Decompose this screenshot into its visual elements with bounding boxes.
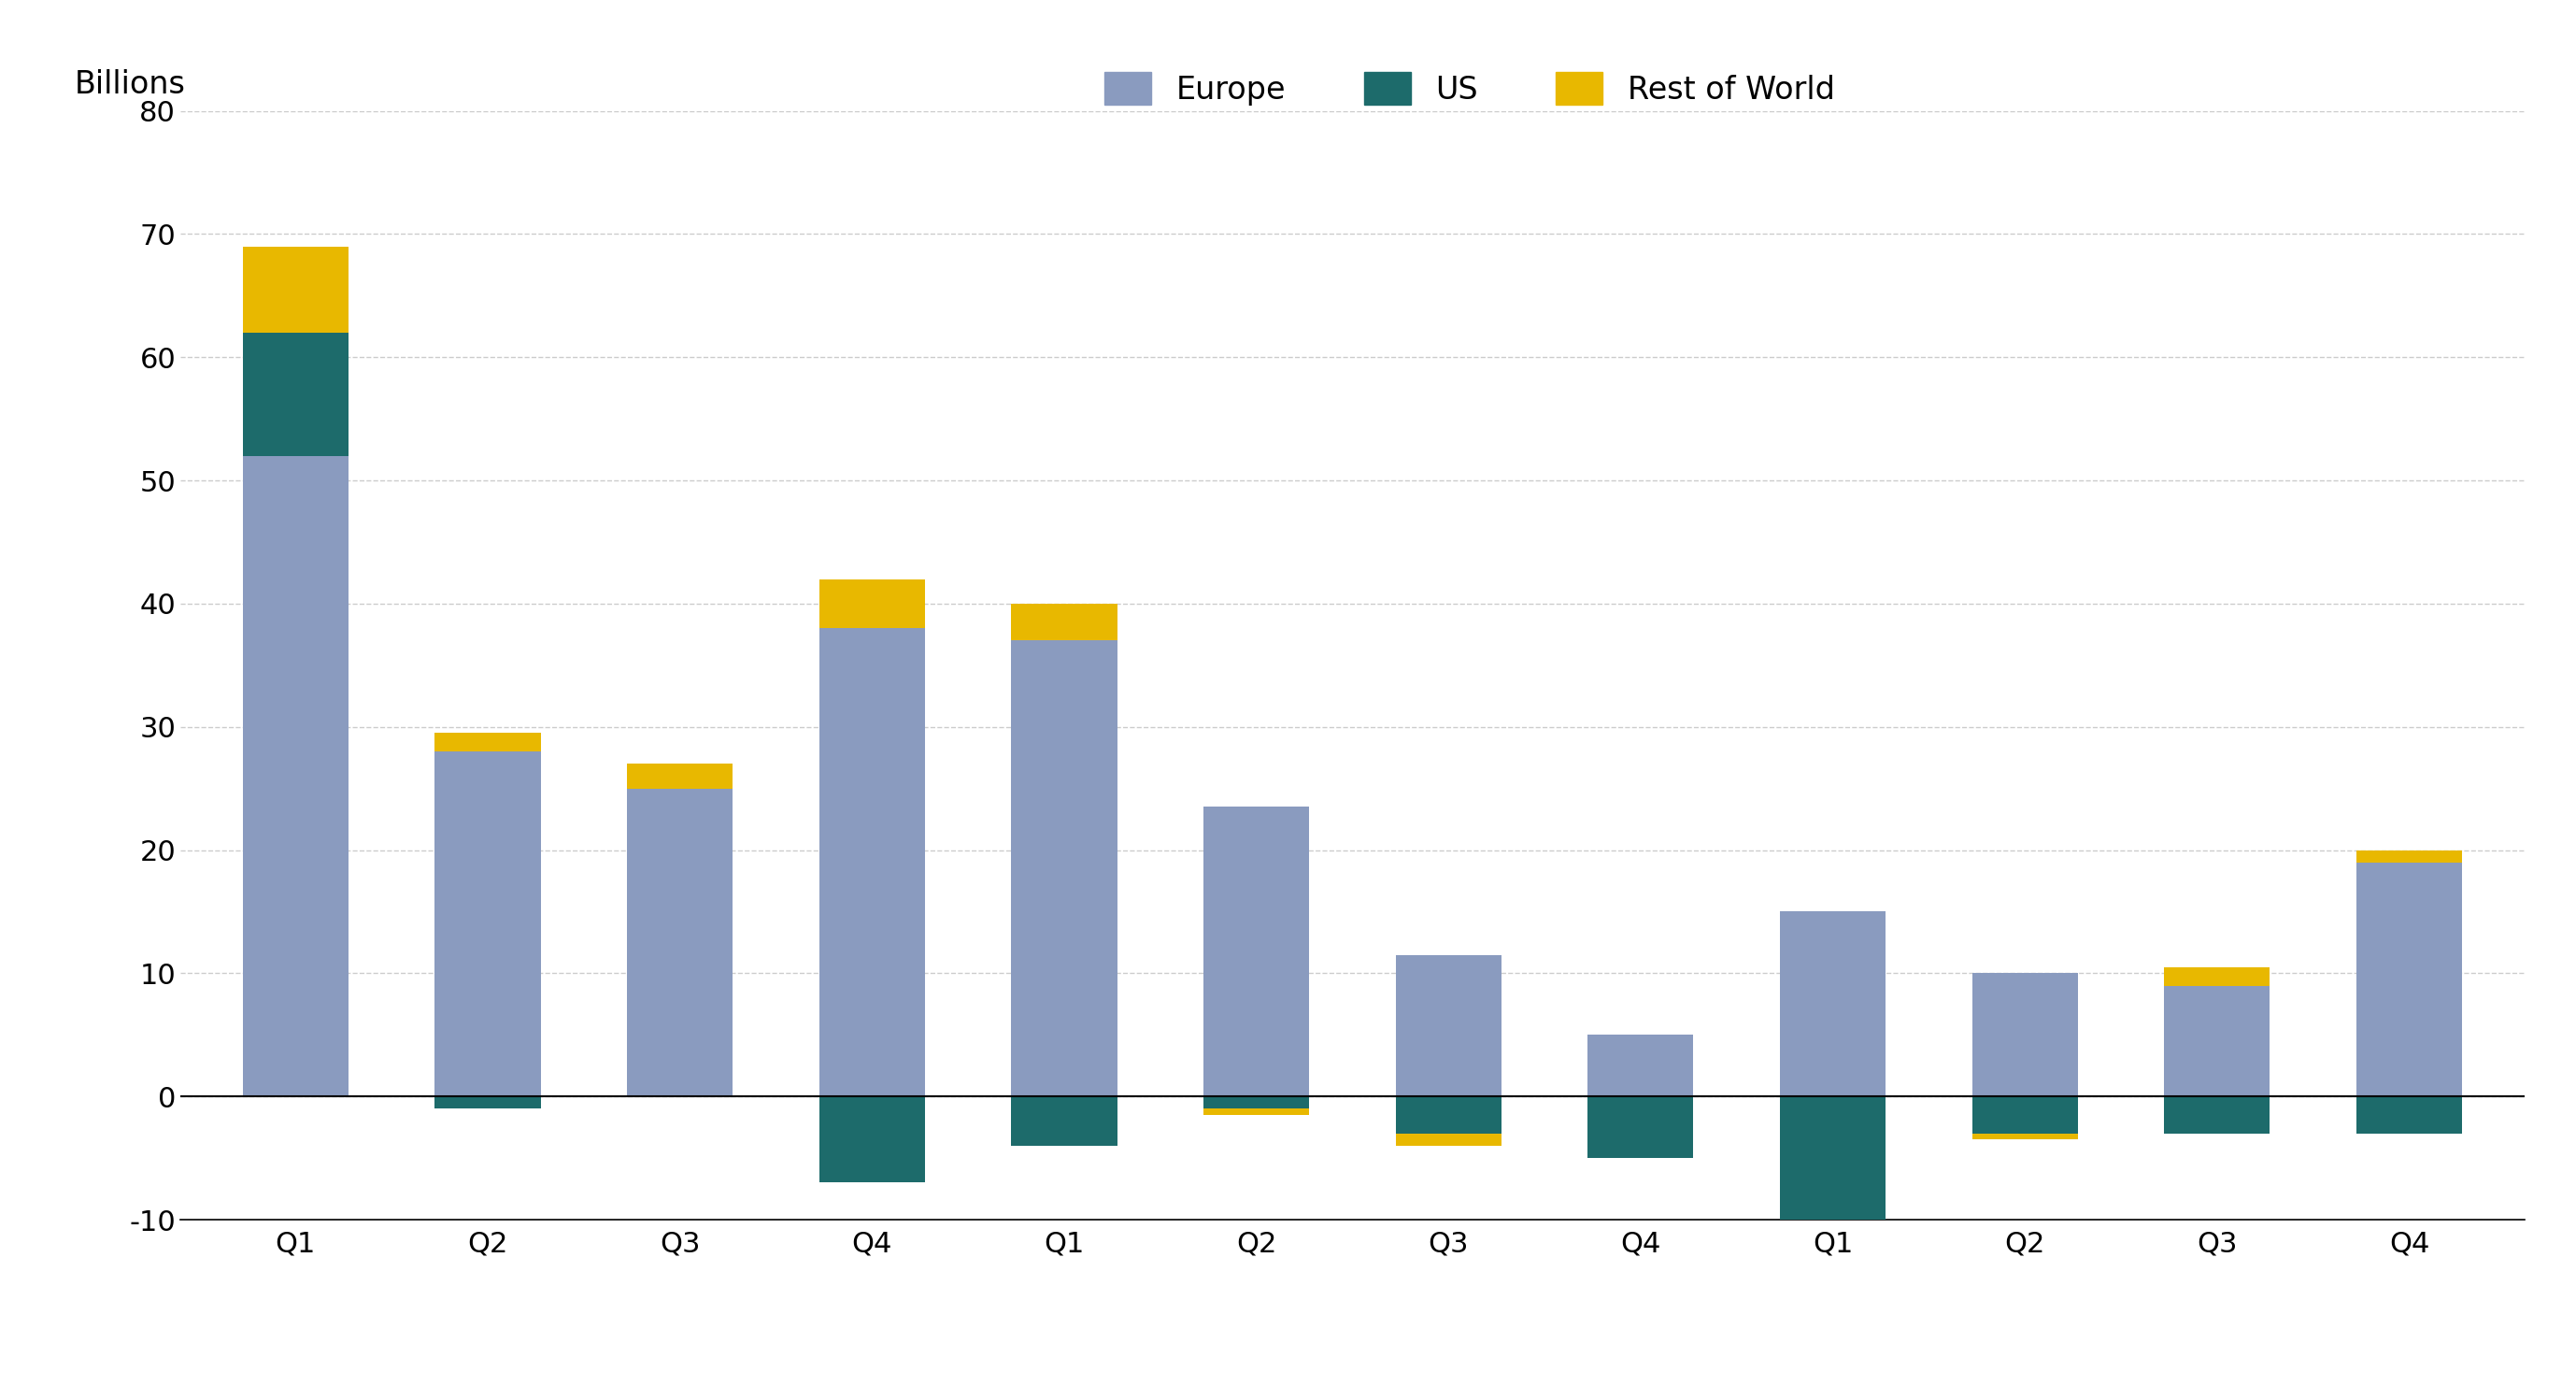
Bar — [819, 1096, 925, 1182]
Bar — [1587, 1035, 1692, 1096]
Text: Billions: Billions — [75, 69, 185, 100]
Bar — [242, 456, 348, 1096]
Bar — [1203, 1096, 1309, 1109]
Bar — [1203, 1109, 1309, 1114]
Bar — [1780, 1220, 1886, 1232]
Bar — [435, 751, 541, 1096]
Bar — [242, 247, 348, 333]
Bar — [2164, 985, 2269, 1096]
Bar — [2357, 1096, 2463, 1134]
Bar — [435, 1096, 541, 1109]
Bar — [435, 733, 541, 751]
Bar — [1203, 807, 1309, 1096]
Bar — [1973, 1134, 2079, 1139]
Bar — [1973, 973, 2079, 1096]
Bar — [626, 789, 732, 1096]
Bar — [1780, 912, 1886, 1096]
Bar — [2164, 1096, 2269, 1134]
Bar — [819, 579, 925, 628]
Bar — [242, 333, 348, 456]
Bar — [1587, 1096, 1692, 1159]
Bar — [1396, 955, 1502, 1096]
Bar — [1012, 604, 1118, 640]
Bar — [2357, 850, 2463, 862]
Bar — [819, 628, 925, 1096]
Bar — [1012, 640, 1118, 1096]
Bar — [626, 764, 732, 789]
Legend: Europe, US, Rest of World: Europe, US, Rest of World — [1092, 60, 1847, 118]
Bar — [1012, 1096, 1118, 1146]
Bar — [2164, 967, 2269, 985]
Bar — [2357, 862, 2463, 1096]
Bar — [1973, 1096, 2079, 1134]
Bar — [1396, 1096, 1502, 1134]
Bar — [1396, 1134, 1502, 1146]
Bar — [1780, 1096, 1886, 1220]
